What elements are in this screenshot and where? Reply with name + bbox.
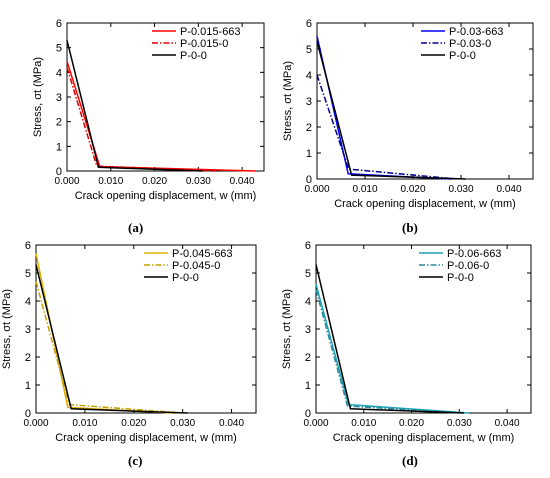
x-tick-label: 0.010	[352, 184, 377, 195]
y-tick-label: 4	[305, 296, 311, 308]
y-tick-label: 3	[56, 92, 62, 104]
legend-entry: P-0.03-663	[449, 26, 503, 38]
legend-entry: P-0-0	[449, 50, 476, 62]
x-tick-label: 0.010	[98, 176, 123, 187]
series-line-P-0-0	[315, 264, 465, 414]
y-tick-label: 2	[56, 117, 62, 129]
y-tick-label: 2	[306, 122, 312, 134]
panel-caption: (d)	[402, 453, 418, 468]
legend-entry: P-0.045-663	[172, 248, 233, 260]
x-tick-label: 0.030	[448, 184, 473, 195]
series-line-P-0-0	[35, 264, 188, 414]
y-axis-label: Stress, σt (MPa)	[1, 289, 13, 369]
chart-panel-a: 0 1 2 3 4 5 6 0.000 0.010 0.020 0.030 0.040 Crack op…	[32, 18, 265, 202]
x-tick-label: 0.020	[400, 184, 425, 195]
y-axis-label: Stress, σt (MPa)	[281, 289, 293, 369]
plot-frame	[315, 244, 532, 414]
x-axis-label: Crack opening displacement, w (mm)	[334, 198, 516, 210]
y-tick-label: 6	[306, 18, 312, 30]
plot-frame	[316, 22, 534, 180]
x-tick-label: 0.000	[304, 184, 329, 195]
x-axis-label: Crack opening displacement, w (mm)	[75, 190, 257, 202]
x-tick-label: 0.000	[23, 418, 48, 429]
y-tick-label: 1	[25, 380, 31, 392]
y-tick-label: 6	[305, 240, 311, 252]
y-tick-label: 3	[305, 324, 311, 336]
chart-panel-c: 0 1 2 3 4 5 6 0.000 0.010 0.020 0.030 0.040 Crack op…	[1, 240, 257, 444]
x-tick-label: 0.020	[399, 418, 424, 429]
chart-panel-d: 0 1 2 3 4 5 6 0.000 0.010 0.020 0.030 0.040 Crack op…	[281, 240, 532, 444]
y-tick-label: 0	[25, 408, 31, 420]
x-tick-label: 0.010	[351, 418, 376, 429]
legend-entry: P-0-0	[447, 272, 474, 284]
legend-entry: P-0.045-0	[172, 260, 220, 272]
legend-entry: P-0.03-0	[449, 38, 491, 50]
x-tick-label: 0.000	[54, 176, 79, 187]
series-line-P-0.06-0	[315, 289, 460, 414]
series-line-P-0-0	[66, 40, 203, 172]
x-axis-label: Crack opening displacement, w (mm)	[333, 432, 515, 444]
y-tick-label: 5	[56, 43, 62, 55]
series-line-P-0.015-0	[66, 67, 216, 172]
legend-entry: P-0-0	[180, 50, 207, 62]
y-tick-label: 2	[305, 352, 311, 364]
y-tick-label: 1	[306, 148, 312, 160]
series-line-P-0.03-663	[316, 35, 452, 180]
y-tick-label: 5	[25, 268, 31, 280]
legend-entry: P-0.06-663	[447, 248, 501, 260]
y-tick-label: 1	[56, 141, 62, 153]
y-tick-label: 0	[306, 174, 312, 186]
y-tick-label: 6	[56, 18, 62, 30]
y-tick-label: 0	[305, 408, 311, 420]
y-axis-label: Stress, σt (MPa)	[32, 57, 44, 137]
chart-panel-b: 0 1 2 3 4 5 6 0.000 0.010 0.020 0.030 0.040 Crack op…	[282, 18, 534, 210]
y-tick-label: 3	[306, 96, 312, 108]
x-tick-label: 0.020	[121, 418, 146, 429]
legend-entry: P-0-0	[172, 272, 199, 284]
x-tick-label: 0.020	[142, 176, 167, 187]
y-tick-label: 5	[306, 44, 312, 56]
y-tick-label: 4	[56, 67, 62, 79]
series-line-P-0-0	[316, 41, 466, 180]
y-tick-label: 3	[25, 324, 31, 336]
series-line-P-0.045-0	[35, 281, 183, 414]
y-tick-label: 5	[305, 268, 311, 280]
x-tick-label: 0.030	[170, 418, 195, 429]
x-tick-label: 0.040	[495, 418, 520, 429]
legend-entry: P-0.06-0	[447, 260, 489, 272]
x-tick-label: 0.010	[72, 418, 97, 429]
panel-caption: (a)	[128, 220, 144, 235]
legend-entry: P-0.015-0	[180, 38, 228, 50]
plot-frame	[35, 244, 257, 414]
y-tick-label: 6	[25, 240, 31, 252]
y-tick-label: 4	[25, 296, 31, 308]
panel-caption: (b)	[402, 220, 418, 235]
x-tick-label: 0.040	[230, 176, 255, 187]
panel-caption: (c)	[128, 453, 143, 468]
x-tick-label: 0.030	[447, 418, 472, 429]
x-tick-label: 0.040	[219, 418, 244, 429]
y-tick-label: 0	[56, 166, 62, 178]
y-tick-label: 1	[305, 380, 311, 392]
y-axis-label: Stress, σt (MPa)	[282, 61, 294, 141]
x-tick-label: 0.040	[496, 184, 521, 195]
x-tick-label: 0.030	[186, 176, 211, 187]
legend-entry: P-0.015-663	[180, 26, 241, 38]
y-tick-label: 4	[306, 70, 312, 82]
x-axis-label: Crack opening displacement, w (mm)	[55, 432, 237, 444]
y-tick-label: 2	[25, 352, 31, 364]
x-tick-label: 0.000	[303, 418, 328, 429]
plot-frame	[66, 22, 265, 172]
series-line-P-0.06-663	[315, 284, 469, 414]
